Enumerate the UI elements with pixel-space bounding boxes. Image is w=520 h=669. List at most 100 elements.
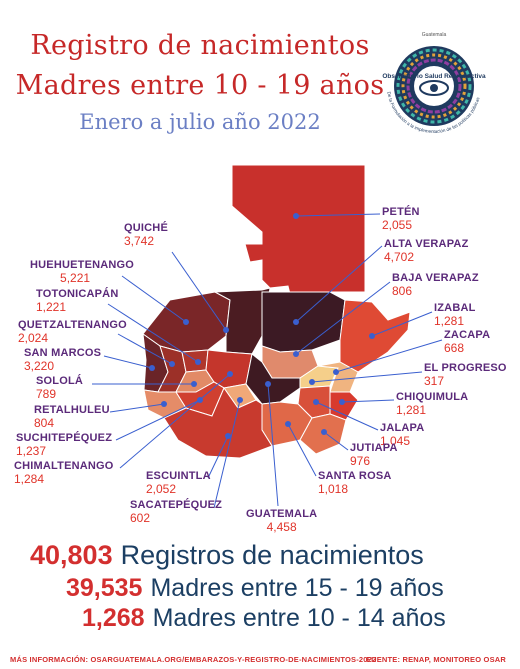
region-totonicapan	[181, 349, 209, 373]
dept-value: 1,045	[380, 434, 411, 448]
stat-number: 39,535	[66, 574, 143, 602]
leader-line-escuintla	[207, 435, 229, 479]
label-izabal: IZABAL 1,281	[434, 302, 476, 328]
dept-value: 976	[350, 454, 371, 468]
dept-value: 1,284	[14, 472, 45, 486]
stat-number: 1,268	[82, 604, 145, 632]
dept-name: BAJA VERAPAZ	[392, 272, 479, 284]
label-huehuetenango: HUEHUETENANGO 5,221	[30, 259, 134, 285]
dept-name: QUETZALTENANGO	[18, 319, 127, 331]
marker-dot-el-progreso	[309, 379, 315, 385]
stat-number: 40,803	[30, 540, 113, 570]
label-quetzaltenango: QUETZALTENANGO 2,024	[18, 319, 127, 345]
dept-value: 804	[34, 416, 55, 430]
observatorio-logo: Observatorio Salud Reproductiva Guatemal…	[382, 32, 486, 134]
title-line-1: Registro de nacimientos	[30, 30, 370, 61]
label-jalapa: JALAPA 1,045	[380, 422, 424, 448]
leader-line-san-marcos	[103, 355, 153, 369]
leader-line-huehuetenango	[121, 275, 187, 323]
dept-value: 1,281	[396, 403, 427, 417]
label-suchitepequez: SUCHITEPÉQUEZ 1,237	[16, 432, 112, 458]
label-alta-verapaz: ALTA VERAPAZ 4,702	[384, 238, 469, 264]
label-retalhuleu: RETALHULEU 804	[34, 404, 110, 430]
marker-dot-jalapa	[313, 399, 319, 405]
footer-more-info-link[interactable]: MÁS INFORMACIÓN: OSARGUATEMALA.ORG/EMBAR…	[10, 655, 377, 664]
label-zacapa: ZACAPA 668	[444, 329, 490, 355]
dept-name: JUTIAPA	[350, 442, 398, 454]
dept-name: GUATEMALA	[246, 508, 318, 520]
label-jutiapa: JUTIAPA 976	[350, 442, 398, 468]
dept-value: 1,018	[318, 482, 349, 496]
leader-line-suchitepequez	[115, 399, 201, 441]
label-totonicapan: TOTONICAPÁN 1,221	[36, 288, 118, 314]
dept-value: 1,281	[434, 314, 465, 328]
dept-name: SOLOLÁ	[36, 375, 84, 387]
logo-top-text: Guatemala	[422, 32, 447, 38]
dept-name: SUCHITEPÉQUEZ	[16, 432, 113, 444]
dept-value: 806	[392, 284, 413, 298]
dept-name: HUEHUETENANGO	[30, 259, 135, 271]
marker-dot-guatemala	[265, 381, 271, 387]
marker-dot-totonicapan	[195, 359, 201, 365]
marker-dot-peten	[293, 213, 299, 219]
leader-line-chiquimula	[341, 399, 395, 403]
leader-line-baja-verapaz	[295, 281, 391, 355]
label-santa-rosa: SANTA ROSA 1,018	[318, 470, 392, 496]
marker-dot-zacapa	[333, 369, 339, 375]
dept-name: EL PROGRESO	[424, 362, 507, 374]
leader-line-izabal	[371, 311, 433, 337]
title-line-2: Madres entre 10 - 19 años	[15, 70, 385, 101]
leader-line-peten	[295, 213, 381, 217]
label-quiche: QUICHÉ 3,742	[124, 222, 168, 248]
marker-dot-huehuetenango	[183, 319, 189, 325]
subtitle: Enero a julio año 2022	[79, 110, 321, 134]
stat-label: Madres entre 15 - 19 años	[150, 574, 444, 602]
region-escuintla	[163, 386, 273, 459]
dept-value: 602	[130, 511, 151, 525]
leader-line-totonicapan	[107, 303, 199, 363]
leader-line-alta-verapaz	[295, 245, 383, 323]
marker-dot-quiche	[223, 327, 229, 333]
leader-line-zacapa	[335, 339, 443, 373]
dept-value: 3,742	[124, 234, 155, 248]
label-guatemala: GUATEMALA 4,458	[246, 508, 317, 534]
marker-dot-alta-verapaz	[293, 319, 299, 325]
stat-label: Registros de nacimientos	[120, 540, 424, 570]
dept-name: ZACAPA	[444, 329, 491, 341]
marker-dot-chiquimula	[339, 399, 345, 405]
dept-value: 2,052	[146, 482, 177, 496]
marker-dot-suchitepequez	[197, 397, 203, 403]
marker-dot-jutiapa	[321, 429, 327, 435]
logo-name: Observatorio Salud Reproductiva	[382, 73, 486, 80]
marker-dot-solola	[191, 381, 197, 387]
dept-name: JALAPA	[380, 422, 425, 434]
leader-line-jalapa	[315, 401, 379, 431]
marker-dot-quetzaltenango	[169, 361, 175, 367]
dept-value: 4,702	[384, 250, 415, 264]
label-chiquimula: CHIQUIMULA 1,281	[396, 391, 468, 417]
dept-value: 5,221	[60, 271, 91, 285]
marker-dot-chimaltenango	[227, 371, 233, 377]
dept-value: 3,220	[24, 359, 55, 373]
dept-value: 2,055	[382, 218, 413, 232]
label-baja-verapaz: BAJA VERAPAZ 806	[392, 272, 479, 298]
dept-name: PETÉN	[382, 206, 420, 218]
footer-source: FUENTE: RENAP, MONITOREO OSAR	[366, 655, 506, 664]
leader-line-guatemala	[267, 383, 279, 507]
leader-line-sacatepequez	[213, 399, 241, 509]
label-solola: SOLOLÁ 789	[36, 375, 83, 401]
marker-dot-santa-rosa	[285, 421, 291, 427]
leader-line-jutiapa	[323, 431, 349, 451]
dept-value: 668	[444, 341, 465, 355]
leader-line-retalhuleu	[109, 403, 165, 413]
dept-name: SACATEPÉQUEZ	[130, 499, 223, 511]
dept-name: ALTA VERAPAZ	[384, 238, 469, 250]
label-escuintla: ESCUINTLA 2,052	[146, 470, 211, 496]
marker-dot-retalhuleu	[161, 401, 167, 407]
dept-value: 317	[424, 374, 445, 388]
dept-value: 1,221	[36, 300, 67, 314]
leader-line-quiche	[171, 251, 227, 331]
stat-mothers-15-19: 39,535 Madres entre 15 - 19 años	[66, 574, 444, 603]
label-chimaltenango: CHIMALTENANGO 1,284	[14, 460, 114, 486]
